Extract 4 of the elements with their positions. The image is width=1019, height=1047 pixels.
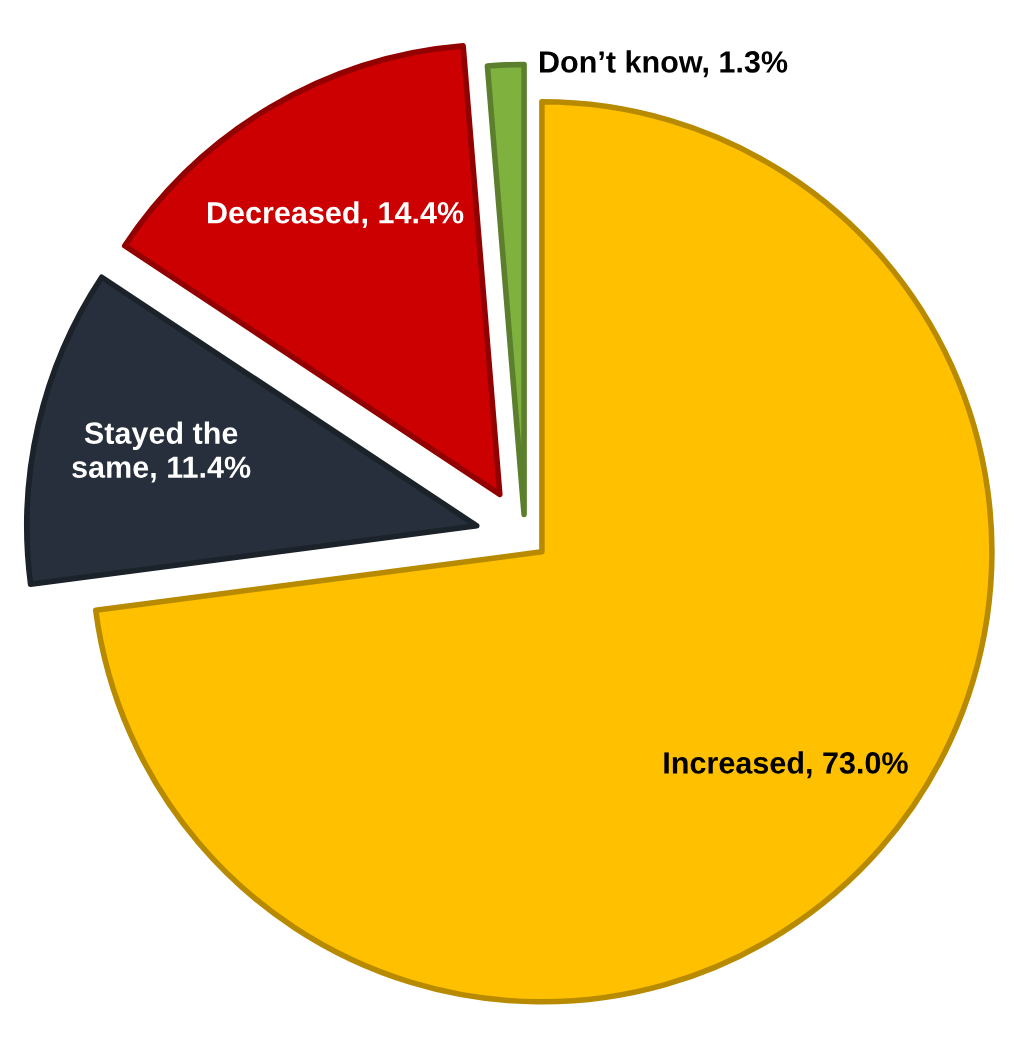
- slice-label: Stayed the same, 11.4%: [72, 421, 251, 483]
- slice-label: Don’t know, 1.3%: [540, 50, 788, 78]
- slice-label: Decreased, 14.4%: [208, 201, 464, 229]
- slice-label: Increased, 73.0%: [664, 751, 908, 779]
